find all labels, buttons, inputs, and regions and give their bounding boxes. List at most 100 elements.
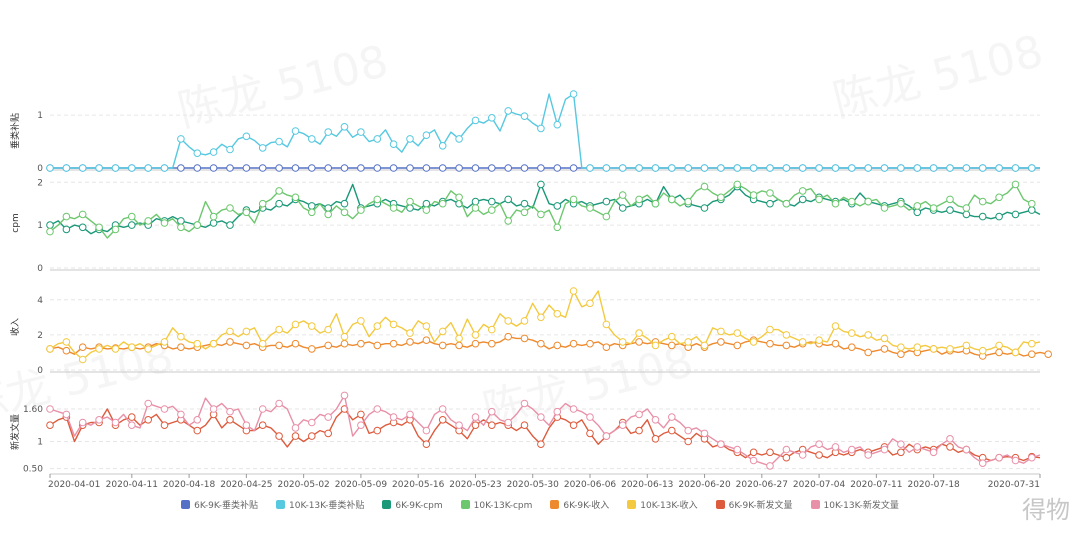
- data-point[interactable]: [602, 212, 611, 221]
- data-point[interactable]: [340, 339, 349, 348]
- data-point[interactable]: [177, 164, 185, 172]
- data-point[interactable]: [242, 164, 251, 172]
- data-point[interactable]: [438, 416, 447, 424]
- data-point[interactable]: [242, 341, 251, 350]
- data-point[interactable]: [275, 187, 283, 195]
- data-point[interactable]: [160, 405, 169, 413]
- data-point[interactable]: [569, 164, 578, 172]
- data-point[interactable]: [308, 418, 316, 427]
- data-point[interactable]: [684, 164, 693, 172]
- data-point[interactable]: [766, 448, 774, 457]
- data-point[interactable]: [275, 137, 283, 146]
- data-point[interactable]: [242, 421, 251, 430]
- data-point[interactable]: [111, 225, 120, 234]
- data-point[interactable]: [864, 331, 873, 339]
- data-point[interactable]: [815, 440, 823, 449]
- data-point[interactable]: [258, 405, 267, 413]
- data-point[interactable]: [471, 331, 480, 339]
- data-point[interactable]: [177, 332, 185, 341]
- data-point[interactable]: [242, 208, 251, 217]
- data-point[interactable]: [455, 193, 463, 202]
- data-point[interactable]: [62, 212, 71, 221]
- data-point[interactable]: [46, 221, 54, 229]
- data-point[interactable]: [275, 164, 283, 172]
- data-point[interactable]: [504, 107, 513, 115]
- data-point[interactable]: [1028, 164, 1036, 172]
- data-point[interactable]: [668, 332, 676, 341]
- data-point[interactable]: [504, 217, 513, 225]
- data-point[interactable]: [897, 199, 905, 208]
- data-point[interactable]: [831, 322, 840, 330]
- data-point[interactable]: [340, 391, 349, 400]
- data-point[interactable]: [291, 424, 300, 432]
- data-point[interactable]: [553, 310, 562, 318]
- data-point[interactable]: [422, 426, 431, 435]
- data-point[interactable]: [373, 195, 382, 204]
- data-point[interactable]: [700, 164, 709, 172]
- legend-item[interactable]: 6K-9K-新发文量: [715, 498, 793, 511]
- data-point[interactable]: [291, 320, 300, 329]
- data-point[interactable]: [586, 204, 594, 212]
- data-point[interactable]: [406, 135, 414, 143]
- data-point[interactable]: [373, 426, 382, 435]
- data-point[interactable]: [111, 164, 120, 172]
- data-point[interactable]: [766, 189, 774, 197]
- data-point[interactable]: [978, 346, 987, 355]
- data-point[interactable]: [586, 339, 594, 348]
- data-point[interactable]: [897, 440, 905, 449]
- data-point[interactable]: [504, 317, 513, 325]
- data-point[interactable]: [373, 322, 382, 330]
- data-point[interactable]: [946, 435, 954, 443]
- legend-item[interactable]: 10K-13K-新发文量: [810, 498, 899, 511]
- data-point[interactable]: [520, 421, 529, 430]
- data-point[interactable]: [128, 221, 136, 229]
- data-point[interactable]: [258, 421, 267, 430]
- data-point[interactable]: [357, 206, 365, 214]
- data-point[interactable]: [438, 142, 447, 150]
- data-point[interactable]: [848, 329, 856, 337]
- data-point[interactable]: [635, 426, 643, 435]
- data-point[interactable]: [258, 199, 267, 208]
- data-point[interactable]: [848, 343, 856, 352]
- data-point[interactable]: [537, 313, 545, 322]
- legend-item[interactable]: 6K-9K-收入: [550, 498, 609, 511]
- data-point[interactable]: [995, 193, 1003, 202]
- data-point[interactable]: [308, 164, 316, 172]
- data-point[interactable]: [226, 221, 234, 229]
- data-point[interactable]: [128, 212, 136, 221]
- data-point[interactable]: [471, 116, 480, 125]
- data-point[interactable]: [95, 345, 103, 353]
- data-point[interactable]: [602, 197, 611, 206]
- data-point[interactable]: [422, 322, 431, 330]
- data-point[interactable]: [717, 164, 725, 172]
- data-point[interactable]: [717, 338, 725, 346]
- data-point[interactable]: [635, 329, 643, 337]
- data-point[interactable]: [357, 317, 365, 325]
- data-point[interactable]: [618, 338, 627, 346]
- data-point[interactable]: [569, 421, 578, 430]
- data-point[interactable]: [340, 123, 349, 131]
- data-point[interactable]: [373, 341, 382, 350]
- data-point[interactable]: [815, 336, 823, 345]
- data-point[interactable]: [389, 320, 398, 329]
- data-point[interactable]: [209, 219, 218, 227]
- data-point[interactable]: [128, 343, 136, 352]
- data-point[interactable]: [226, 338, 234, 346]
- data-point[interactable]: [684, 437, 693, 446]
- data-point[interactable]: [471, 413, 480, 421]
- data-point[interactable]: [978, 197, 987, 206]
- data-point[interactable]: [504, 418, 513, 427]
- data-point[interactable]: [455, 164, 463, 172]
- data-point[interactable]: [782, 445, 791, 454]
- data-point[interactable]: [586, 299, 594, 308]
- data-point[interactable]: [520, 112, 529, 120]
- data-point[interactable]: [357, 421, 365, 430]
- data-point[interactable]: [291, 339, 300, 348]
- data-point[interactable]: [78, 343, 87, 352]
- data-point[interactable]: [226, 327, 234, 336]
- data-point[interactable]: [357, 410, 365, 419]
- data-point[interactable]: [275, 325, 283, 334]
- data-point[interactable]: [586, 413, 594, 421]
- data-point[interactable]: [864, 197, 873, 206]
- data-point[interactable]: [537, 339, 545, 348]
